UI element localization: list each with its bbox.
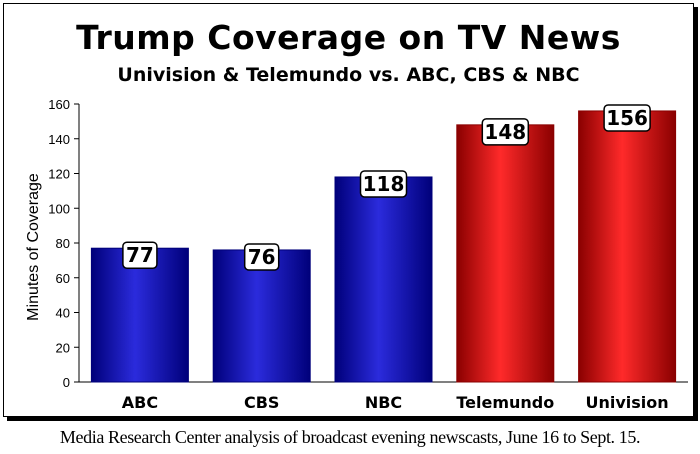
y-tick-label: 0 bbox=[63, 375, 70, 390]
y-tick-label: 40 bbox=[56, 306, 70, 321]
data-labels: ABC 77 CBS 76 NBC 118 Telemundo 148 Univision 156 bbox=[122, 104, 669, 412]
chart-title: Trump Coverage on TV News bbox=[76, 18, 621, 57]
data-label: 156 bbox=[606, 106, 648, 130]
bar-univision bbox=[578, 110, 677, 383]
y-tick-label: 100 bbox=[48, 201, 70, 216]
y-axis-label: Minutes of Coverage bbox=[25, 173, 42, 321]
y-tick-label: 140 bbox=[48, 132, 70, 147]
bar-nbc bbox=[334, 176, 433, 383]
data-label: 76 bbox=[248, 245, 276, 269]
data-label-box bbox=[122, 241, 158, 269]
data-label-box bbox=[481, 118, 530, 146]
chart-subtitle: Univision & Telemundo vs. ABC, CBS & NBC bbox=[117, 64, 580, 86]
bar-abc bbox=[90, 247, 189, 383]
data-label: 148 bbox=[484, 120, 526, 144]
data-label-box bbox=[359, 170, 408, 198]
x-tick-label: Univision bbox=[586, 393, 669, 412]
x-tick-label: CBS bbox=[244, 393, 279, 412]
bar-telemundo bbox=[456, 124, 555, 383]
data-label: 77 bbox=[126, 243, 154, 267]
bars bbox=[90, 110, 677, 383]
y-tick-label: 60 bbox=[56, 271, 70, 286]
caption: Media Research Center analysis of broadc… bbox=[59, 427, 641, 447]
data-label: 118 bbox=[363, 172, 405, 196]
y-tick-label: 80 bbox=[56, 236, 70, 251]
data-label-box bbox=[603, 104, 651, 132]
x-tick-label: ABC bbox=[122, 393, 158, 412]
y-tick-label: 20 bbox=[56, 340, 70, 355]
y-tick-label: 120 bbox=[48, 167, 70, 182]
data-label-box bbox=[243, 243, 280, 271]
bar-cbs bbox=[212, 249, 311, 383]
x-tick-label: Telemundo bbox=[456, 393, 554, 412]
x-tick-label: NBC bbox=[365, 393, 402, 412]
y-tick-label: 160 bbox=[48, 97, 70, 112]
